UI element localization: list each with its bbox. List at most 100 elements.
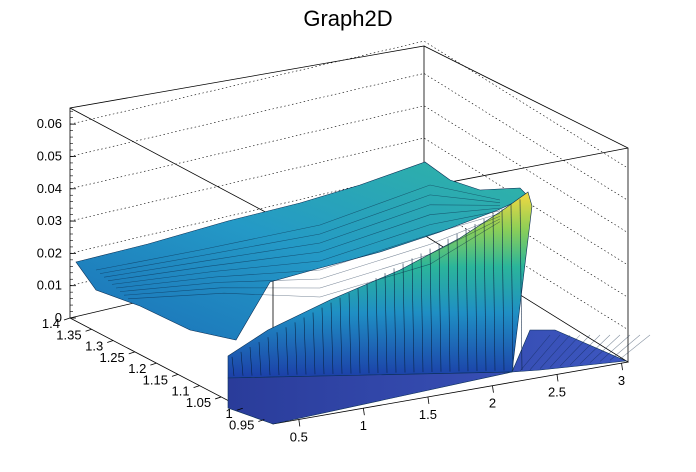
mesh-line [599,334,631,362]
z-tick-label: 0.02 [37,245,62,260]
y-tick-label: 1.25 [99,350,124,365]
mesh-line [579,334,611,365]
mesh-line [438,243,442,372]
mesh-line [321,307,325,375]
y-tick-label: 1.2 [128,361,146,376]
mesh-line [249,346,253,376]
y-axis: 0.951 1.051.11.151.2 1.251.3 1.351.4 [42,316,265,432]
mesh-line [357,287,361,374]
mesh-line [231,356,235,376]
mesh-line [111,210,501,285]
mesh-line [258,342,262,376]
mesh-line [549,334,581,368]
mesh-line [276,332,280,376]
z-tick-label: 0.06 [37,116,62,131]
mesh-line [285,327,289,375]
mesh-line [619,334,651,360]
mesh-line [95,184,501,271]
mesh-line [103,204,501,278]
mesh-line [402,263,406,373]
mesh-line [465,228,469,372]
mesh-line [474,223,478,372]
x-tick-label: 1 [360,418,367,433]
z-axis: 0 0.01 0.02 0.03 0.04 0.05 0.06 [37,110,76,325]
mesh-line [303,317,307,375]
y-tick-label: 1.05 [186,395,211,410]
mesh-line [559,334,591,367]
x-tick-label: 3 [618,373,625,388]
mesh-line [501,209,505,371]
z-tick-label: 0 [55,310,62,325]
z-gridline [69,170,629,298]
mesh-line [411,258,415,373]
mesh-line [339,297,343,374]
y-tick-label: 1.3 [85,339,103,354]
z-gridline [69,105,629,234]
x-axis: 0.5 1 1.5 2 2.5 3 [290,363,625,444]
mesh-line [123,218,501,296]
mesh-line [589,334,621,363]
mesh-line [366,283,370,374]
mesh-line [492,214,496,371]
mesh-line [483,219,487,371]
x-tick-label: 1.5 [419,407,437,422]
z-gridline [69,40,629,169]
mesh-line [348,292,352,374]
y-tick-mark [150,362,157,366]
y-tick-mark [171,374,179,377]
mesh-line [240,351,244,376]
mesh-line [115,213,501,289]
y-tick-label: 1.35 [56,327,81,342]
x-tick-label: 2 [489,396,496,411]
z-tick-label: 0.05 [37,148,62,163]
mesh-line [312,312,316,375]
mesh-line [107,207,501,282]
y-tick-mark [85,328,92,332]
mesh-line [119,215,501,292]
z-gridline [69,73,629,201]
x-tick-label: 0.5 [290,429,308,444]
y-tick-mark [236,407,243,411]
y-tick-label: 1.1 [171,384,189,399]
mesh-line [127,221,501,300]
z-gridline [69,137,629,266]
mesh-line [539,334,571,369]
mesh-line [510,204,514,371]
x-tick-mark [298,419,301,427]
mesh-line [330,302,334,374]
y-tick-mark [258,419,265,422]
surface-floor [227,329,628,425]
mesh-line [529,334,561,371]
z-tick-label: 0.04 [37,181,62,196]
y-tick-mark [193,385,200,389]
y-tick-label: 1 [226,406,233,421]
mesh-line [447,238,451,372]
mesh-line [519,199,523,371]
y-tick-mark [63,317,71,321]
mesh-line [294,322,298,375]
y-tick-mark [128,351,135,355]
surface-mesh [95,184,651,376]
y-tick-mark [215,396,222,400]
z-tick-label: 0.01 [37,278,62,293]
x-tick-label: 2.5 [548,384,566,399]
mesh-line [267,337,271,376]
x-tick-mark [556,374,559,382]
x-tick-mark [427,396,430,405]
mesh-line [429,248,433,372]
chart-title: Graph2D [303,6,392,31]
mesh-line [393,268,397,373]
mesh-line [569,334,601,366]
y-tick-label: 1.4 [42,316,60,331]
surface [75,161,651,425]
mesh-line [456,233,460,372]
mesh-line [609,334,641,361]
mesh-line [99,194,501,274]
y-tick-label: 1.15 [143,372,168,387]
x-tick-mark [492,385,494,393]
mesh-line [519,334,551,372]
y-tick-mark [107,340,114,343]
y-tick-label: 0.95 [229,417,254,432]
mesh-line [420,253,424,373]
